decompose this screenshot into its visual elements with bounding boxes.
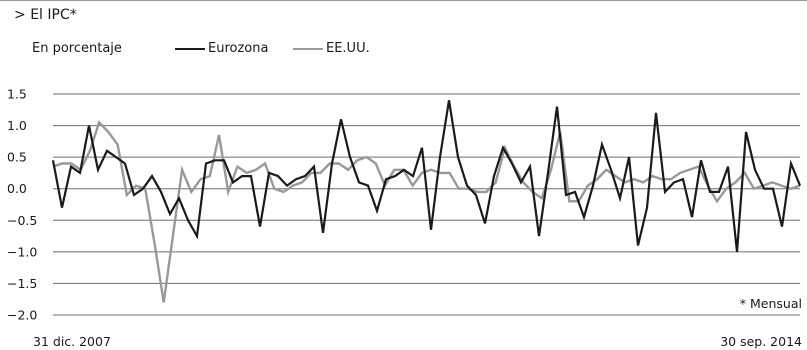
series-line-eeuu: [52, 120, 801, 303]
legend-swatch-eurozona: [175, 47, 205, 50]
series-line-eurozona: [51, 100, 802, 253]
y-tick-label: 1.5: [7, 87, 27, 102]
legend-item-eurozona: Eurozona: [175, 41, 268, 56]
y-tick-label: −1.5: [7, 276, 37, 291]
title-text: El IPC*: [30, 7, 77, 23]
x-end-label: 30 sep. 2014: [720, 334, 802, 349]
legend-label-eeuu: EE.UU.: [326, 41, 370, 56]
legend-label-eurozona: Eurozona: [208, 41, 269, 56]
y-tick-label: −0.5: [7, 213, 37, 228]
y-tick-label: 0.0: [7, 181, 27, 196]
top-rule: [0, 0, 807, 1]
legend-item-eeuu: EE.UU.: [293, 41, 370, 56]
y-axis-ticks: 1.5 1.0 0.5 0.0 −0.5 −1.0 −1.5 −2.0: [7, 87, 37, 323]
y-tick-label: 1.0: [7, 118, 27, 133]
chart-title: > El IPC*: [14, 7, 77, 23]
y-tick-label: 0.5: [7, 150, 27, 165]
y-tick-label: −1.0: [7, 244, 37, 259]
y-tick-label: −2.0: [7, 308, 37, 323]
footnote: * Mensual: [740, 296, 802, 311]
title-marker: >: [14, 7, 26, 23]
gridlines: [53, 93, 800, 316]
chart-subtitle: En porcentaje: [32, 41, 122, 56]
x-start-label: 31 dic. 2007: [33, 334, 111, 349]
legend-swatch-eeuu: [293, 47, 323, 50]
series-lines: [51, 100, 802, 303]
